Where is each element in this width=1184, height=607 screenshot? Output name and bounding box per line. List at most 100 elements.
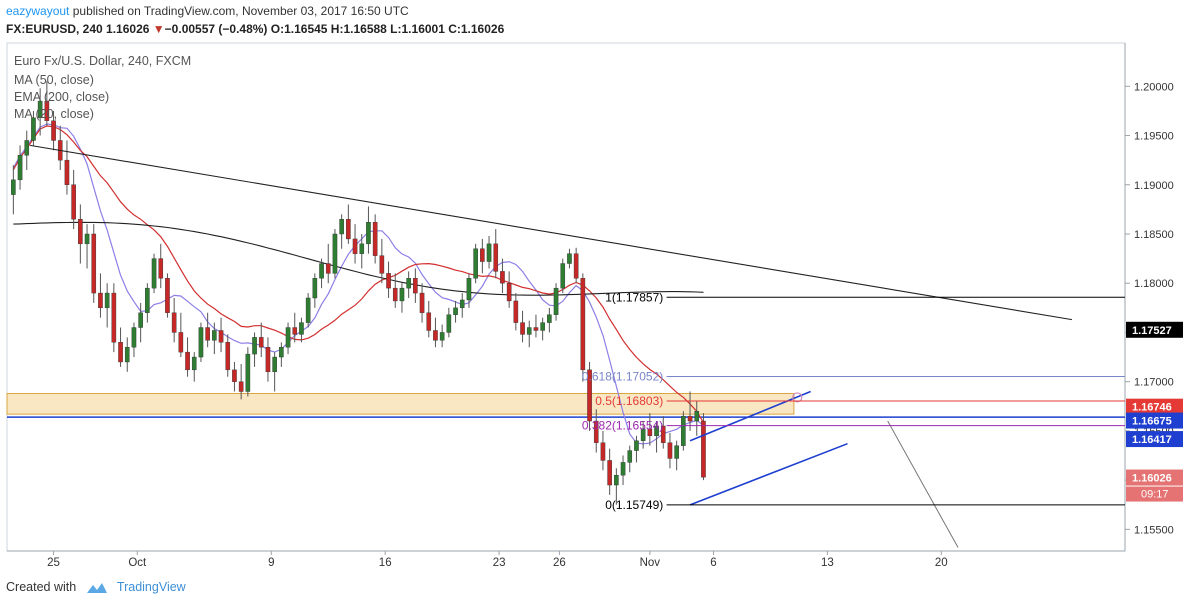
candle-up [104, 292, 110, 309]
candle-down [573, 253, 579, 279]
candle-down [64, 159, 70, 185]
price-axis-badge-text: 1.16026 [1132, 473, 1172, 485]
candle-down [392, 287, 398, 302]
candle-up [620, 462, 626, 476]
candle-down [687, 415, 693, 422]
x-tick-label: 20 [935, 557, 948, 569]
descending-trendline [30, 144, 1073, 321]
publish-line: eazywayout published on TradingView.com,… [6, 4, 409, 18]
candle-down [158, 258, 164, 279]
candle-up [299, 322, 304, 335]
candle-up [191, 356, 197, 371]
ema200-line [13, 221, 704, 296]
footer: Created with TradingView [6, 580, 186, 595]
candle-up [439, 332, 445, 341]
candle-down [587, 369, 592, 422]
x-tick-label: 9 [268, 557, 274, 569]
touch-marker-icon [792, 392, 803, 403]
candle-up [319, 263, 324, 279]
candle-up [245, 353, 251, 392]
x-tick-label: Oct [128, 557, 147, 569]
candle-down [111, 292, 117, 343]
ohlc-values: O:1.16545 H:1.16588 L:1.16001 C:1.16026 [270, 22, 505, 36]
candle-up [279, 347, 284, 358]
candle-up [486, 243, 492, 262]
legend-ema200[interactable]: EMA (200, close) [14, 90, 110, 104]
candle-down [433, 330, 438, 341]
candle-up [332, 233, 338, 274]
x-tick-label: Nov [640, 557, 661, 569]
candle-up [567, 253, 572, 264]
candle-up [446, 314, 452, 333]
last-price: 1.16026 [106, 22, 150, 36]
candle-up [654, 425, 659, 437]
candle-down [701, 420, 706, 478]
candle-up [37, 100, 43, 119]
candle-down [218, 330, 224, 343]
candle-up [526, 327, 532, 335]
candle-up [466, 278, 472, 301]
author-name[interactable]: eazywayout [6, 4, 70, 18]
y-tick-label: 1.19500 [1134, 131, 1174, 143]
candle-down [352, 238, 358, 254]
candle-down [513, 300, 519, 323]
y-tick-label: 1.17000 [1134, 377, 1174, 389]
published-text: published on TradingView.com, November 0… [72, 4, 409, 18]
created-with-text: Created with [6, 580, 77, 594]
candle-down [493, 243, 499, 272]
candle-up [627, 450, 633, 463]
candle-up [212, 330, 217, 341]
price-axis-badge [1126, 321, 1183, 338]
candle-up [24, 140, 30, 156]
candle-down [44, 100, 50, 121]
candle-down [600, 442, 606, 461]
candle-down [520, 322, 525, 335]
candle-up [547, 314, 552, 323]
ma50-line [12, 125, 705, 423]
candle-down [500, 271, 505, 284]
candle-down [258, 337, 264, 348]
countdown-badge [1126, 486, 1183, 502]
legend-title: Euro Fx/U.S. Dollar, 240, FXCM [14, 54, 192, 68]
candle-down [593, 420, 599, 443]
candle-up [406, 278, 411, 289]
legend-ma20[interactable]: MA (20, close) [14, 107, 94, 121]
candle-up [151, 258, 157, 289]
candle-up [540, 322, 545, 331]
channel-upper-line [689, 390, 811, 442]
candle-down [205, 327, 210, 341]
price-axis-badge-text: 1.16417 [1132, 434, 1172, 446]
candle-up [553, 287, 559, 315]
candle-up [131, 327, 137, 348]
candle-down [118, 342, 123, 363]
candle-down [325, 263, 331, 274]
price-axis-badge [1126, 469, 1183, 486]
candle-up [312, 278, 318, 299]
legend-ma50[interactable]: MA (50, close) [14, 73, 94, 87]
price-axis-badge-text: 1.16746 [1132, 402, 1172, 414]
candle-up [366, 221, 371, 245]
candle-down [647, 428, 653, 437]
candle-down [238, 381, 244, 392]
candle-down [51, 120, 56, 141]
price-axis-badge [1126, 412, 1183, 429]
price-axis-badge [1126, 431, 1183, 448]
candle-down [91, 233, 97, 294]
candle-up [453, 307, 458, 315]
candle-down [232, 369, 237, 382]
y-tick-label: 1.19000 [1134, 180, 1174, 192]
candle-up [252, 337, 257, 355]
down-arrow-icon: ▼ [152, 22, 165, 36]
candle-down [419, 292, 425, 313]
candle-up [681, 415, 686, 446]
x-tick-label: 23 [493, 557, 506, 569]
candle-up [84, 233, 90, 245]
x-tick-label: 25 [47, 557, 60, 569]
candle-up [694, 411, 700, 422]
candle-down [171, 312, 177, 333]
candle-up [285, 327, 291, 348]
fib-level-label: 0.382(1.16554) [582, 419, 663, 433]
tradingview-brand[interactable]: TradingView [116, 580, 186, 594]
candle-up [11, 179, 16, 195]
